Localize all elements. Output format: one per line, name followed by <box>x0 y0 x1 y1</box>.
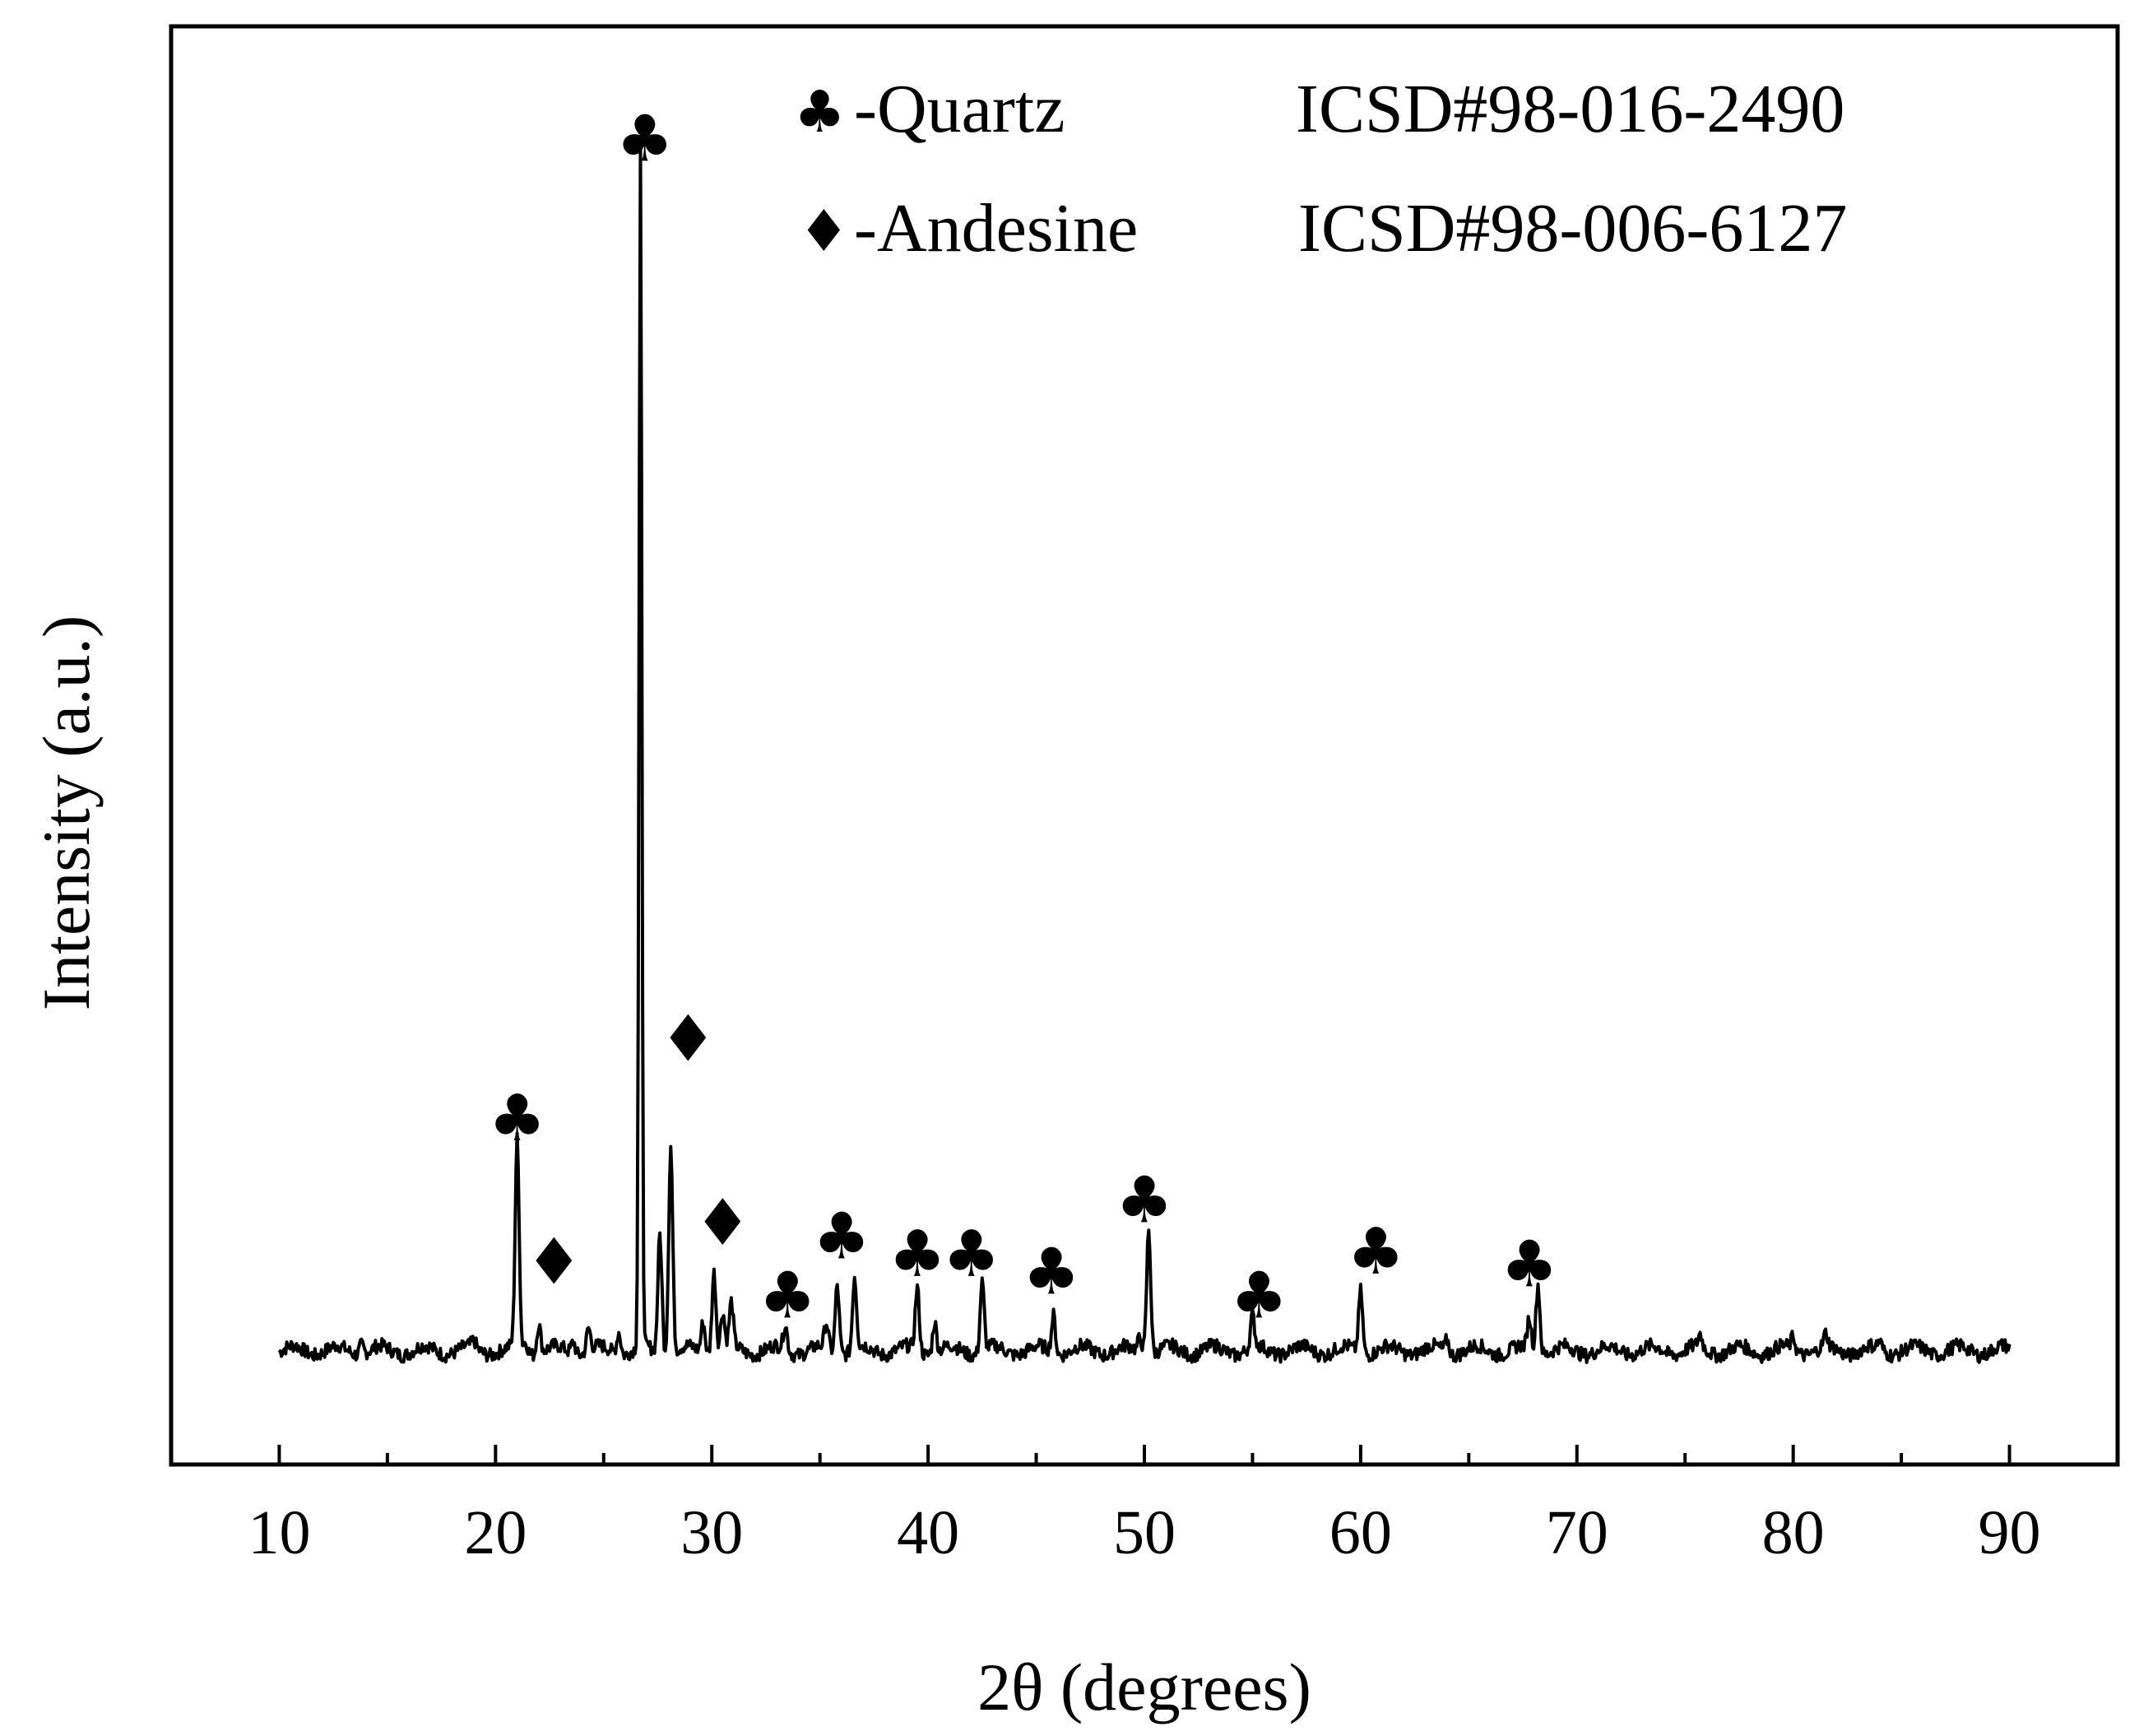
andesine-peak-marker: ♦ <box>525 1225 582 1299</box>
quartz-peak-marker: ♣ <box>889 1218 946 1292</box>
x-tick-label: 80 <box>1762 1498 1825 1567</box>
legend-quartz-label: -Quartz <box>854 71 1065 147</box>
andesine-peak-marker: ♦ <box>694 1186 751 1260</box>
y-axis-title: Intensity (a.u.) <box>29 615 104 1010</box>
x-axis-ticks <box>277 1445 2011 1464</box>
legend: ♣ -Quartz ICSD#98-016-2490 ♦ -Andesine I… <box>794 71 1847 267</box>
quartz-peak-marker: ♣ <box>1347 1215 1404 1289</box>
legend-andesine-marker: ♦ <box>798 197 850 265</box>
x-tick-label: 10 <box>248 1498 310 1567</box>
peak-markers: ♣♦♣♦♦♣♣ ♣♣ ♣♣♣♣ ♣ <box>489 103 1558 1334</box>
legend-quartz-code: ICSD#98-016-2490 <box>1296 71 1844 147</box>
x-tick-label: 60 <box>1329 1498 1392 1567</box>
x-tick-label: 70 <box>1546 1498 1608 1567</box>
quartz-peak-marker: ♣ <box>1023 1236 1080 1310</box>
x-tick-label: 30 <box>680 1498 743 1567</box>
legend-andesine-code: ICSD#98-006-6127 <box>1298 190 1847 267</box>
legend-quartz-marker: ♣ <box>794 78 846 146</box>
quartz-peak-marker: ♣ <box>1501 1228 1558 1302</box>
quartz-peak-marker: ♣ <box>616 103 674 177</box>
andesine-peak-marker: ♦ <box>659 1003 717 1077</box>
quartz-peak-marker: ♣ <box>1230 1260 1288 1334</box>
x-axis-title: 2θ (degrees) <box>977 1650 1311 1724</box>
quartz-peak-marker: ♣ <box>759 1260 816 1334</box>
legend-andesine-label: -Andesine <box>854 190 1138 267</box>
xrd-spectrum-line <box>277 142 2011 1364</box>
quartz-peak-marker: ♣ <box>813 1200 870 1274</box>
x-tick-label: 50 <box>1113 1498 1176 1567</box>
x-tick-label: 20 <box>464 1498 527 1567</box>
x-tick-label: 40 <box>897 1498 959 1567</box>
x-axis-tick-labels: 10 20 30 40 50 60 70 80 90 <box>248 1498 2040 1567</box>
quartz-peak-marker: ♣ <box>943 1218 1000 1292</box>
quartz-peak-marker: ♣ <box>1116 1163 1173 1237</box>
quartz-peak-marker: ♣ <box>489 1082 546 1156</box>
x-tick-label: 90 <box>1979 1498 2041 1567</box>
